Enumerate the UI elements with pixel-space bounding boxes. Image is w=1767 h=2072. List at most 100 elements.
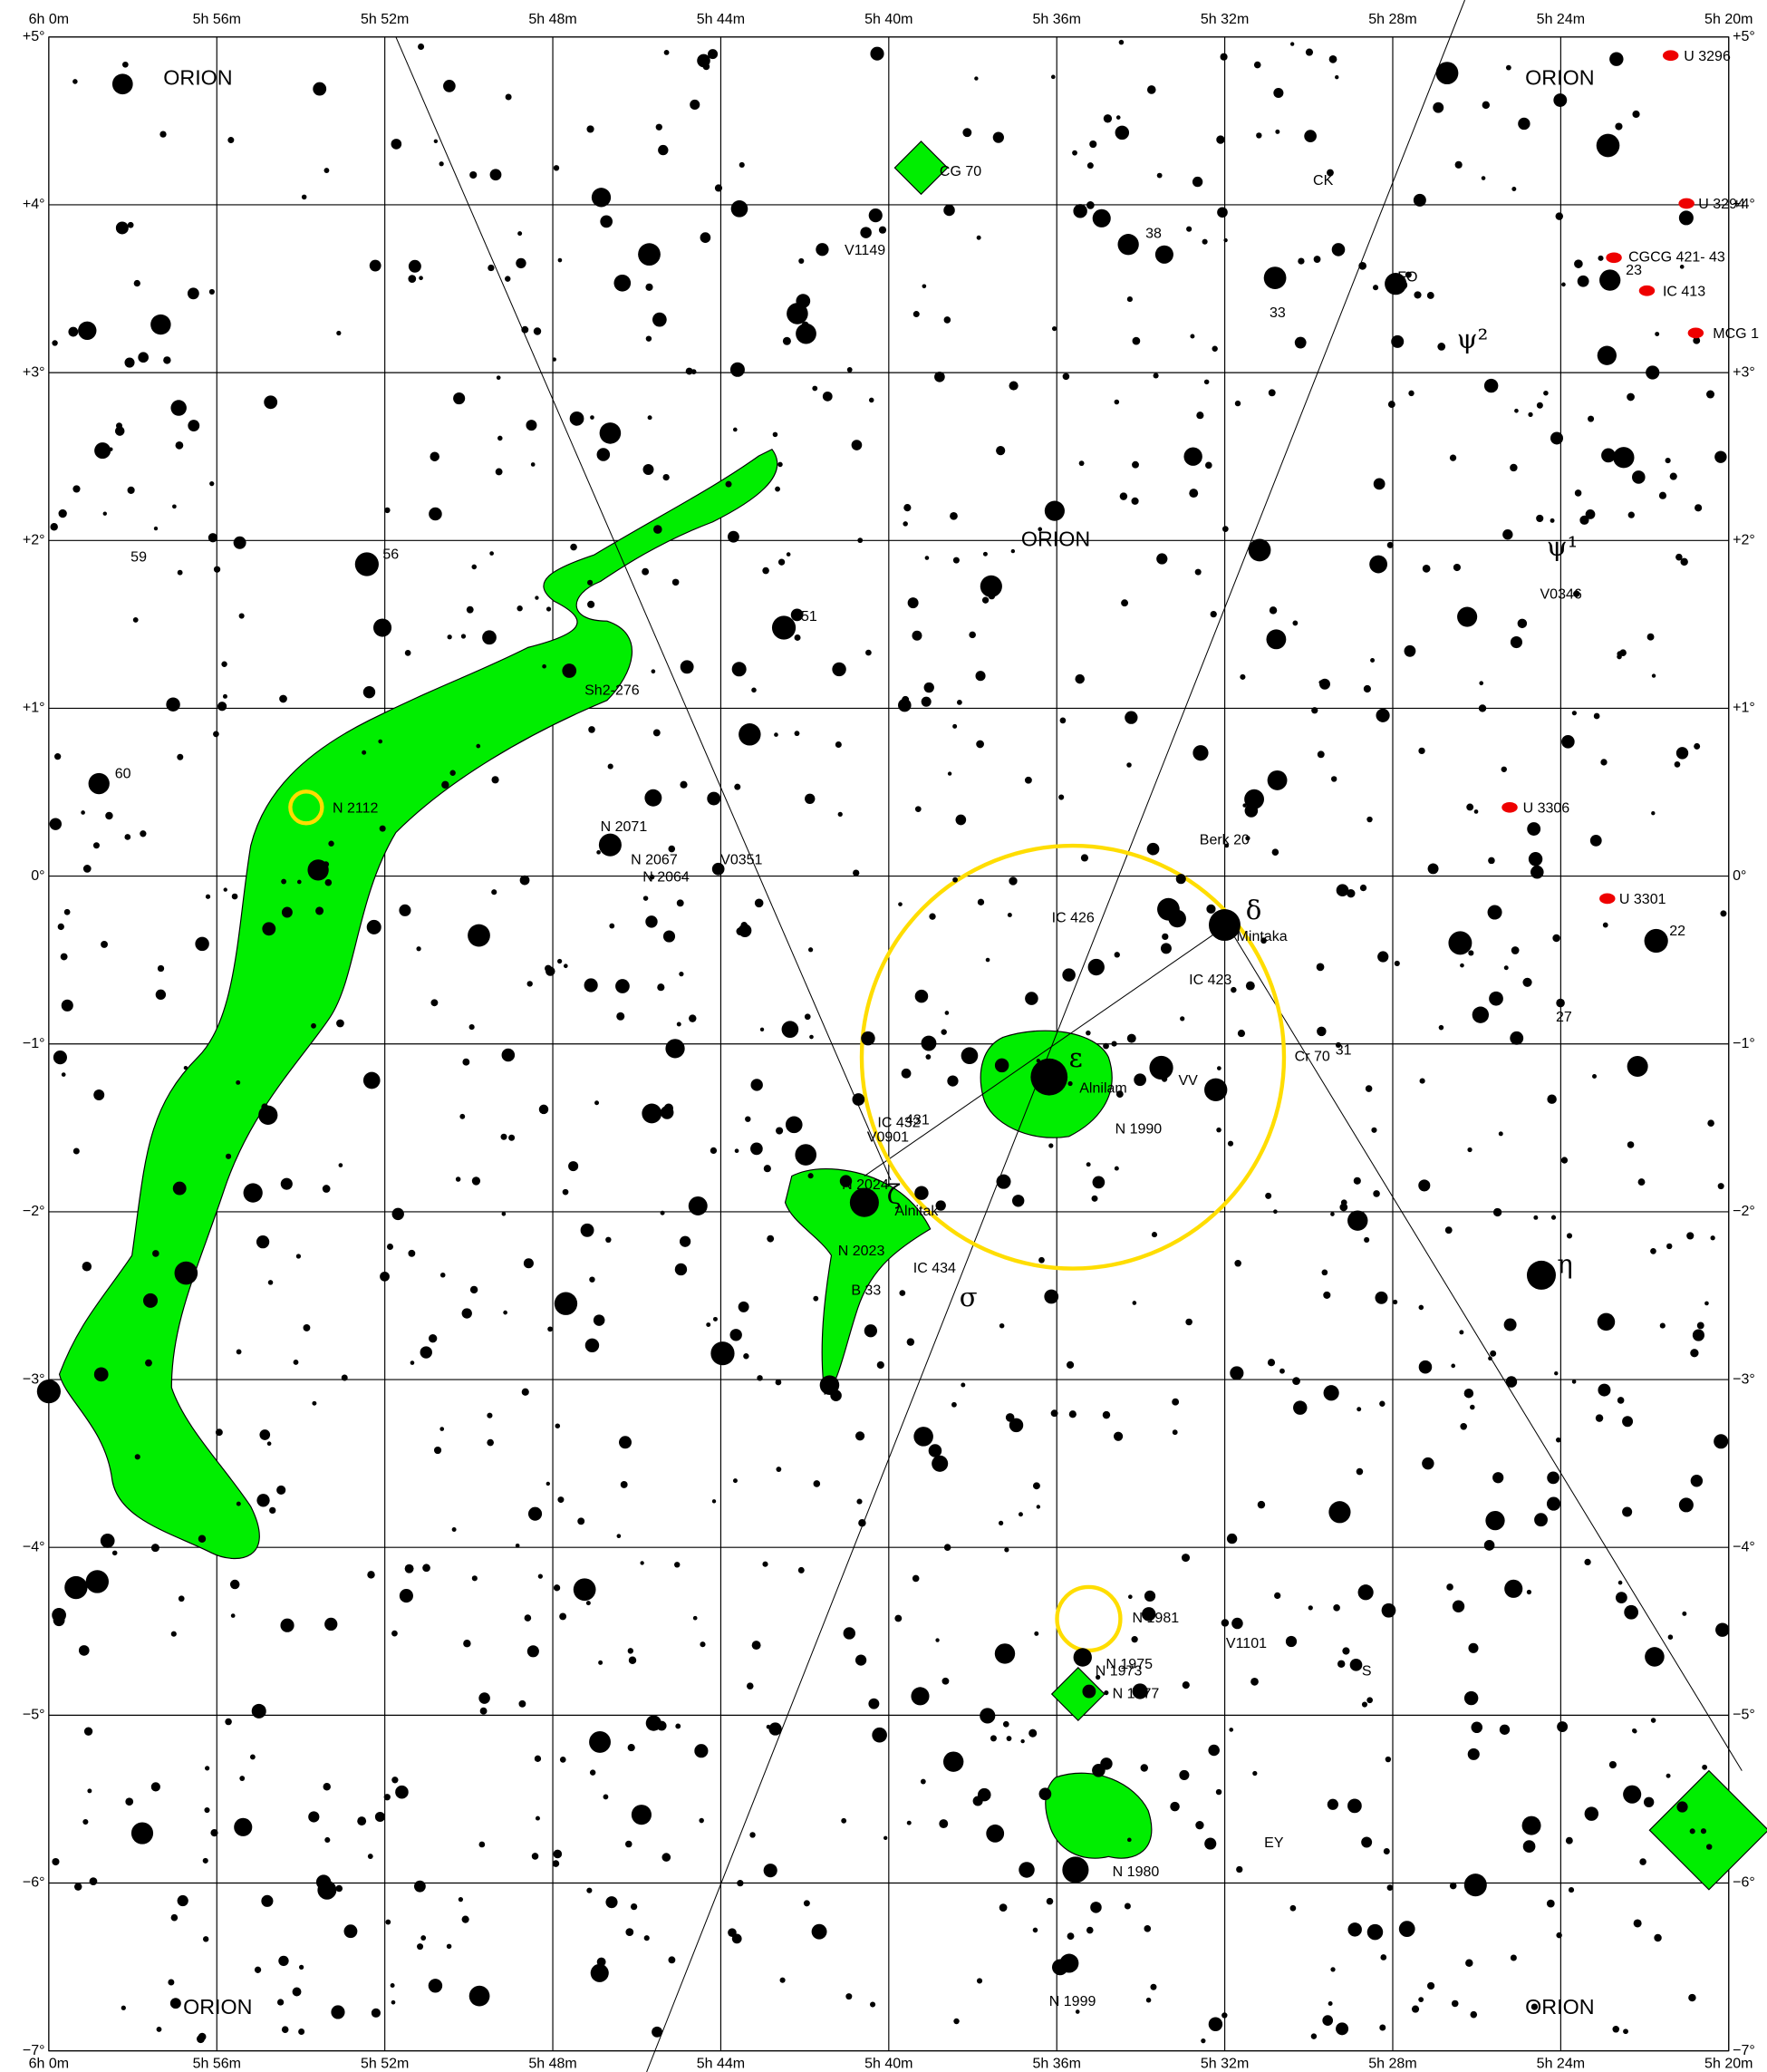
star xyxy=(1622,1416,1634,1428)
star xyxy=(73,1883,82,1891)
star xyxy=(537,1573,543,1579)
object-label: IC 413 xyxy=(1663,283,1705,299)
star xyxy=(657,983,665,992)
star xyxy=(1204,1078,1228,1102)
star xyxy=(851,440,863,450)
star xyxy=(1365,1085,1373,1092)
star xyxy=(1293,1400,1308,1415)
star xyxy=(1050,74,1056,80)
star xyxy=(333,2009,339,2016)
star xyxy=(231,893,238,900)
star xyxy=(202,1857,208,1864)
object-label: U 3294 xyxy=(1698,196,1745,212)
star xyxy=(907,597,919,609)
star xyxy=(1267,770,1288,790)
star xyxy=(708,49,719,60)
star xyxy=(311,1022,316,1029)
star xyxy=(861,1031,875,1046)
star xyxy=(1669,472,1677,480)
star xyxy=(858,1519,866,1527)
star xyxy=(1132,1301,1137,1305)
star xyxy=(115,221,129,235)
star xyxy=(928,1444,942,1457)
star xyxy=(1266,629,1287,650)
star xyxy=(1267,1359,1276,1367)
object-label: IC 432 xyxy=(877,1114,920,1130)
star xyxy=(170,400,187,416)
star xyxy=(1632,110,1640,119)
star xyxy=(390,1983,395,1988)
star xyxy=(1717,1183,1724,1190)
star xyxy=(1289,42,1295,46)
star xyxy=(1317,750,1325,759)
boundary-line xyxy=(646,0,1465,2072)
star xyxy=(150,1782,160,1792)
star xyxy=(1720,910,1727,917)
star xyxy=(1181,1554,1191,1563)
star xyxy=(301,194,307,200)
star xyxy=(163,356,171,364)
star xyxy=(429,1334,438,1343)
star xyxy=(221,661,227,667)
star xyxy=(124,834,131,840)
star xyxy=(1340,1199,1347,1206)
star xyxy=(1066,1360,1075,1369)
star xyxy=(605,1236,612,1244)
star xyxy=(178,1595,185,1602)
star xyxy=(638,243,661,266)
star xyxy=(491,889,497,896)
star xyxy=(1467,1748,1480,1760)
star xyxy=(745,1116,751,1122)
star xyxy=(557,1496,565,1504)
ra-label: 5h 48m xyxy=(528,11,576,27)
star xyxy=(1589,834,1602,847)
dec-label: −1° xyxy=(23,1035,45,1051)
star xyxy=(596,448,611,461)
star xyxy=(1627,1141,1635,1148)
star xyxy=(656,1720,667,1731)
star xyxy=(774,732,778,737)
star xyxy=(85,1570,109,1593)
star xyxy=(663,49,670,55)
object-label: V1101 xyxy=(1226,1635,1267,1651)
star xyxy=(471,564,478,570)
star xyxy=(835,741,842,749)
star xyxy=(1444,1226,1453,1234)
star xyxy=(1113,1431,1124,1441)
star xyxy=(1153,373,1159,379)
star xyxy=(279,694,287,703)
star xyxy=(453,392,466,405)
star xyxy=(951,1401,957,1408)
star xyxy=(1126,1033,1136,1043)
star xyxy=(1560,1157,1569,1164)
star xyxy=(1335,1041,1342,1048)
star xyxy=(324,1836,331,1844)
star xyxy=(1044,500,1065,521)
bright-star xyxy=(354,552,379,576)
star xyxy=(794,731,800,737)
star xyxy=(491,776,499,784)
star xyxy=(1092,208,1111,228)
object-label: ψ¹ xyxy=(1547,531,1578,562)
star xyxy=(1253,61,1261,69)
star xyxy=(590,1963,609,1982)
star xyxy=(779,1977,786,1983)
star xyxy=(1528,852,1543,867)
star xyxy=(1679,265,1685,269)
star xyxy=(72,79,78,84)
star xyxy=(690,99,700,111)
star xyxy=(1145,1997,1152,2003)
star xyxy=(1009,381,1019,391)
star xyxy=(689,1014,697,1022)
star xyxy=(807,1173,814,1179)
star xyxy=(1075,673,1085,684)
star xyxy=(943,1544,951,1552)
star xyxy=(371,2008,381,2018)
star xyxy=(1422,1457,1434,1470)
star xyxy=(518,1699,526,1708)
star xyxy=(1114,399,1120,405)
star xyxy=(61,999,73,1012)
star xyxy=(322,1185,331,1193)
dec-label: +3° xyxy=(23,363,45,380)
star xyxy=(143,1293,159,1308)
